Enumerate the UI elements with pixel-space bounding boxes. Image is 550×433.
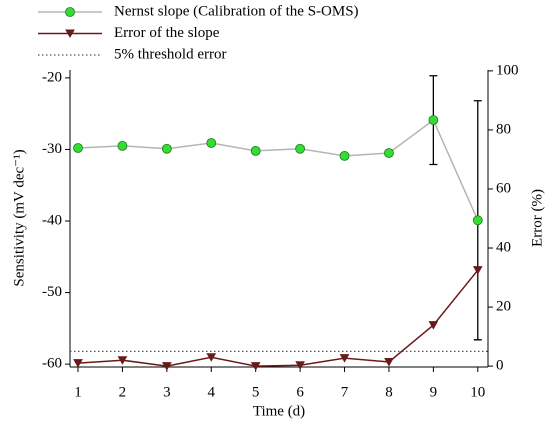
- data-point: [73, 143, 83, 153]
- y-tick-label: -40: [42, 212, 62, 228]
- data-point: [472, 215, 483, 226]
- y-tick-label: -50: [42, 284, 62, 300]
- data-point: [73, 359, 83, 368]
- data-point: [295, 143, 305, 154]
- data-point: [339, 354, 350, 363]
- legend-marker: [65, 29, 75, 39]
- y2-tick-label: 0: [496, 358, 504, 374]
- y2-tick-label: 80: [496, 121, 511, 137]
- data-point: [206, 353, 217, 362]
- y2-tick-label: 60: [496, 180, 511, 196]
- y-tick-label: -20: [42, 69, 62, 85]
- x-tick-label: 10: [470, 384, 485, 400]
- data-point: [117, 356, 128, 365]
- data-point: [161, 143, 172, 154]
- data-point: [384, 148, 394, 158]
- legend-label: Error of the slope: [114, 25, 220, 41]
- data-point: [428, 115, 439, 125]
- y-tick-label: -60: [42, 356, 62, 372]
- x-tick-label: 9: [430, 384, 438, 400]
- data-point: [117, 140, 128, 151]
- x-tick-label: 2: [119, 384, 127, 400]
- x-tick-label: 3: [163, 384, 171, 400]
- data-point: [384, 357, 394, 367]
- data-point: [428, 321, 439, 330]
- x-tick-label: 8: [385, 384, 393, 400]
- x-axis-label: Time (d): [253, 403, 305, 419]
- y-tick-label: -30: [42, 141, 62, 157]
- y2-axis-label: Error (%): [529, 189, 545, 247]
- data-point: [339, 150, 350, 161]
- data-point: [206, 138, 217, 148]
- x-tick-label: 1: [74, 384, 82, 400]
- data-point: [250, 145, 261, 156]
- x-tick-label: 5: [252, 384, 260, 400]
- x-tick-label: 4: [208, 384, 216, 400]
- data-point: [472, 266, 483, 275]
- legend-marker: [65, 7, 75, 17]
- x-tick-label: 7: [341, 384, 349, 400]
- data-point: [250, 362, 261, 371]
- y2-tick-label: 100: [496, 62, 519, 78]
- legend-label: Nernst slope (Calibration of the S-OMS): [114, 3, 359, 19]
- y2-tick-label: 40: [496, 239, 511, 255]
- legend-label: 5% threshold error: [114, 46, 226, 62]
- x-tick-label: 6: [296, 384, 304, 400]
- data-point: [295, 361, 305, 370]
- series-line: [77, 118, 479, 221]
- y2-tick-label: 20: [496, 299, 511, 315]
- data-point: [161, 362, 172, 371]
- series-line: [77, 269, 479, 367]
- y-axis-label: Sensitivity (mV dec⁻¹): [11, 149, 27, 286]
